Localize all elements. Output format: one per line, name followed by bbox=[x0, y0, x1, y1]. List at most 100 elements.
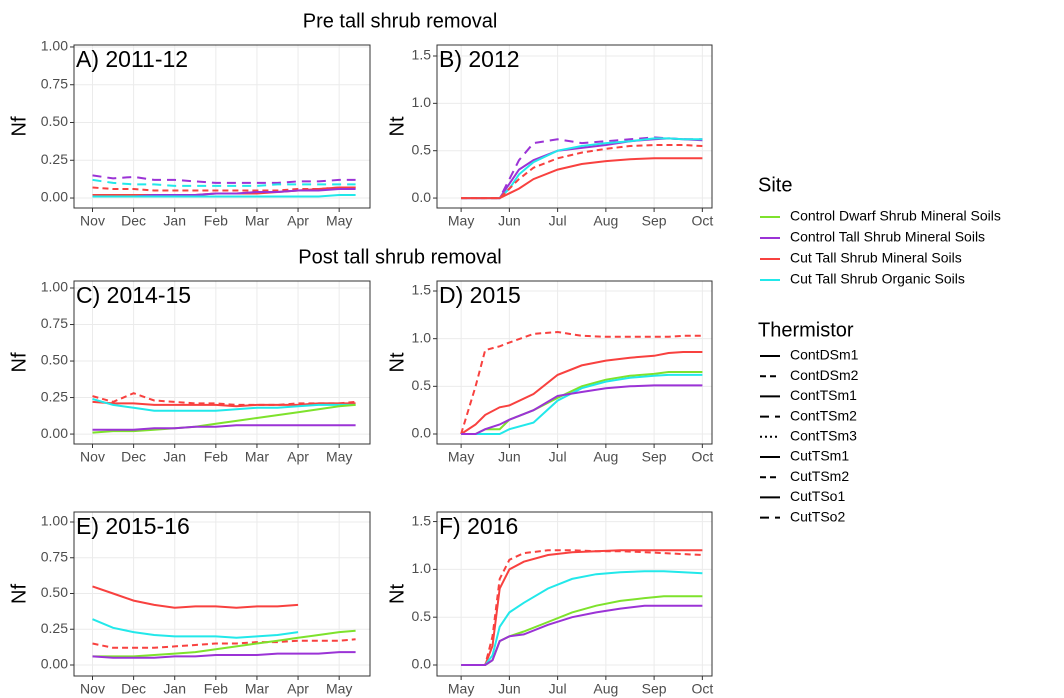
x-tick-label: Apr bbox=[287, 681, 309, 697]
y-tick-label: 0.00 bbox=[41, 189, 68, 205]
series-line bbox=[92, 629, 356, 658]
x-tick-label: Dec bbox=[121, 213, 146, 229]
x-tick-label: Jan bbox=[163, 681, 186, 697]
x-tick-label: Aug bbox=[593, 681, 618, 697]
legend-label: ContDSm1 bbox=[790, 347, 859, 363]
y-tick-label: 1.0 bbox=[412, 329, 432, 345]
x-tick-label: Oct bbox=[691, 213, 713, 229]
x-tick-label: May bbox=[448, 681, 474, 697]
y-tick-label: 0.0 bbox=[412, 189, 432, 205]
x-tick-label: Jul bbox=[549, 213, 567, 229]
series-line bbox=[461, 570, 703, 666]
y-tick-label: 0.0 bbox=[412, 656, 432, 672]
x-tick-label: Nov bbox=[80, 213, 105, 229]
legend-label: Cut Tall Shrub Mineral Soils bbox=[790, 250, 962, 266]
series-line bbox=[461, 604, 703, 666]
legend-label: ContDSm2 bbox=[790, 367, 859, 383]
y-tick-label: 0.5 bbox=[412, 141, 432, 157]
y-tick-label: 0.00 bbox=[41, 656, 68, 672]
x-tick-label: Mar bbox=[245, 681, 269, 697]
y-tick-label: 0.75 bbox=[41, 75, 68, 91]
series-line bbox=[461, 384, 703, 435]
series-line bbox=[461, 549, 703, 666]
y-tick-label: 1.0 bbox=[412, 560, 432, 576]
x-tick-label: Nov bbox=[80, 449, 105, 465]
x-tick-label: May bbox=[326, 681, 352, 697]
series-line bbox=[461, 136, 703, 200]
panel-border bbox=[73, 44, 371, 209]
legend-label: CutTSo1 bbox=[790, 488, 845, 504]
series-line bbox=[92, 638, 356, 649]
y-tick-label: 0.50 bbox=[41, 352, 68, 368]
series-line bbox=[461, 157, 703, 200]
y-axis-label: Nt bbox=[386, 584, 408, 604]
x-tick-label: May bbox=[448, 213, 474, 229]
y-tick-label: 1.00 bbox=[41, 513, 68, 529]
panel-title: C) 2014-15 bbox=[76, 282, 191, 308]
series-line bbox=[92, 400, 356, 408]
section-title: Post tall shrub removal bbox=[298, 246, 501, 268]
x-tick-label: Feb bbox=[204, 681, 228, 697]
panel-border bbox=[73, 511, 371, 677]
x-tick-label: Jun bbox=[498, 449, 521, 465]
y-tick-label: 0.25 bbox=[41, 388, 68, 404]
x-tick-label: May bbox=[326, 449, 352, 465]
y-axis-label: Nt bbox=[386, 352, 408, 372]
panel-title: F) 2016 bbox=[439, 513, 518, 539]
y-axis-label: Nf bbox=[8, 352, 30, 372]
y-tick-label: 0.25 bbox=[41, 151, 68, 167]
series-line bbox=[461, 549, 703, 666]
x-tick-label: Sep bbox=[642, 213, 667, 229]
y-tick-label: 0.0 bbox=[412, 425, 432, 441]
section-title: Pre tall shrub removal bbox=[303, 10, 498, 32]
y-axis-label: Nf bbox=[8, 116, 30, 136]
series-line bbox=[460, 351, 703, 435]
x-tick-label: May bbox=[448, 449, 474, 465]
series-line bbox=[92, 585, 299, 609]
panel-title: D) 2015 bbox=[439, 282, 521, 308]
x-tick-label: Jul bbox=[549, 449, 567, 465]
legend-label: Control Tall Shrub Mineral Soils bbox=[790, 229, 985, 245]
y-axis-label: Nf bbox=[8, 584, 30, 604]
x-tick-label: Dec bbox=[121, 681, 146, 697]
legend-label: ContTSm2 bbox=[790, 407, 857, 423]
series-line bbox=[460, 330, 703, 435]
panel-title: A) 2011-12 bbox=[76, 46, 188, 72]
y-tick-label: 1.5 bbox=[412, 512, 432, 528]
plot-area bbox=[437, 45, 712, 208]
y-axis-label: Nt bbox=[386, 116, 408, 136]
series-line bbox=[92, 618, 299, 639]
legend-label: ContTSm1 bbox=[790, 387, 857, 403]
x-tick-label: Oct bbox=[691, 681, 713, 697]
x-tick-label: Apr bbox=[287, 213, 309, 229]
y-tick-label: 1.5 bbox=[412, 282, 432, 298]
x-tick-label: Jun bbox=[498, 681, 521, 697]
legend-label: ContTSm3 bbox=[790, 428, 857, 444]
x-tick-label: Sep bbox=[642, 681, 667, 697]
panel-border bbox=[73, 280, 371, 445]
panel-title: E) 2015-16 bbox=[76, 513, 190, 539]
x-tick-label: Mar bbox=[245, 449, 269, 465]
x-tick-label: Jul bbox=[549, 681, 567, 697]
legend-title: Site bbox=[758, 174, 792, 196]
x-tick-label: Dec bbox=[121, 449, 146, 465]
legend-title: Thermistor bbox=[758, 319, 854, 341]
y-tick-label: 0.5 bbox=[412, 377, 432, 393]
legend-label: CutTSm1 bbox=[790, 448, 849, 464]
x-tick-label: Jan bbox=[163, 449, 186, 465]
legend-label: Control Dwarf Shrub Mineral Soils bbox=[790, 208, 1001, 224]
y-tick-label: 0.00 bbox=[41, 425, 68, 441]
y-tick-label: 0.75 bbox=[41, 548, 68, 564]
panel-border bbox=[436, 280, 713, 445]
x-tick-label: Feb bbox=[204, 213, 228, 229]
x-tick-label: Jan bbox=[163, 213, 186, 229]
series-line bbox=[92, 398, 356, 412]
x-tick-label: Mar bbox=[245, 213, 269, 229]
plot-area bbox=[74, 281, 370, 444]
x-tick-label: Feb bbox=[204, 449, 228, 465]
x-tick-label: Oct bbox=[691, 449, 713, 465]
legend-label: Cut Tall Shrub Organic Soils bbox=[790, 271, 965, 287]
x-tick-label: Jun bbox=[498, 213, 521, 229]
x-tick-label: Nov bbox=[80, 681, 105, 697]
